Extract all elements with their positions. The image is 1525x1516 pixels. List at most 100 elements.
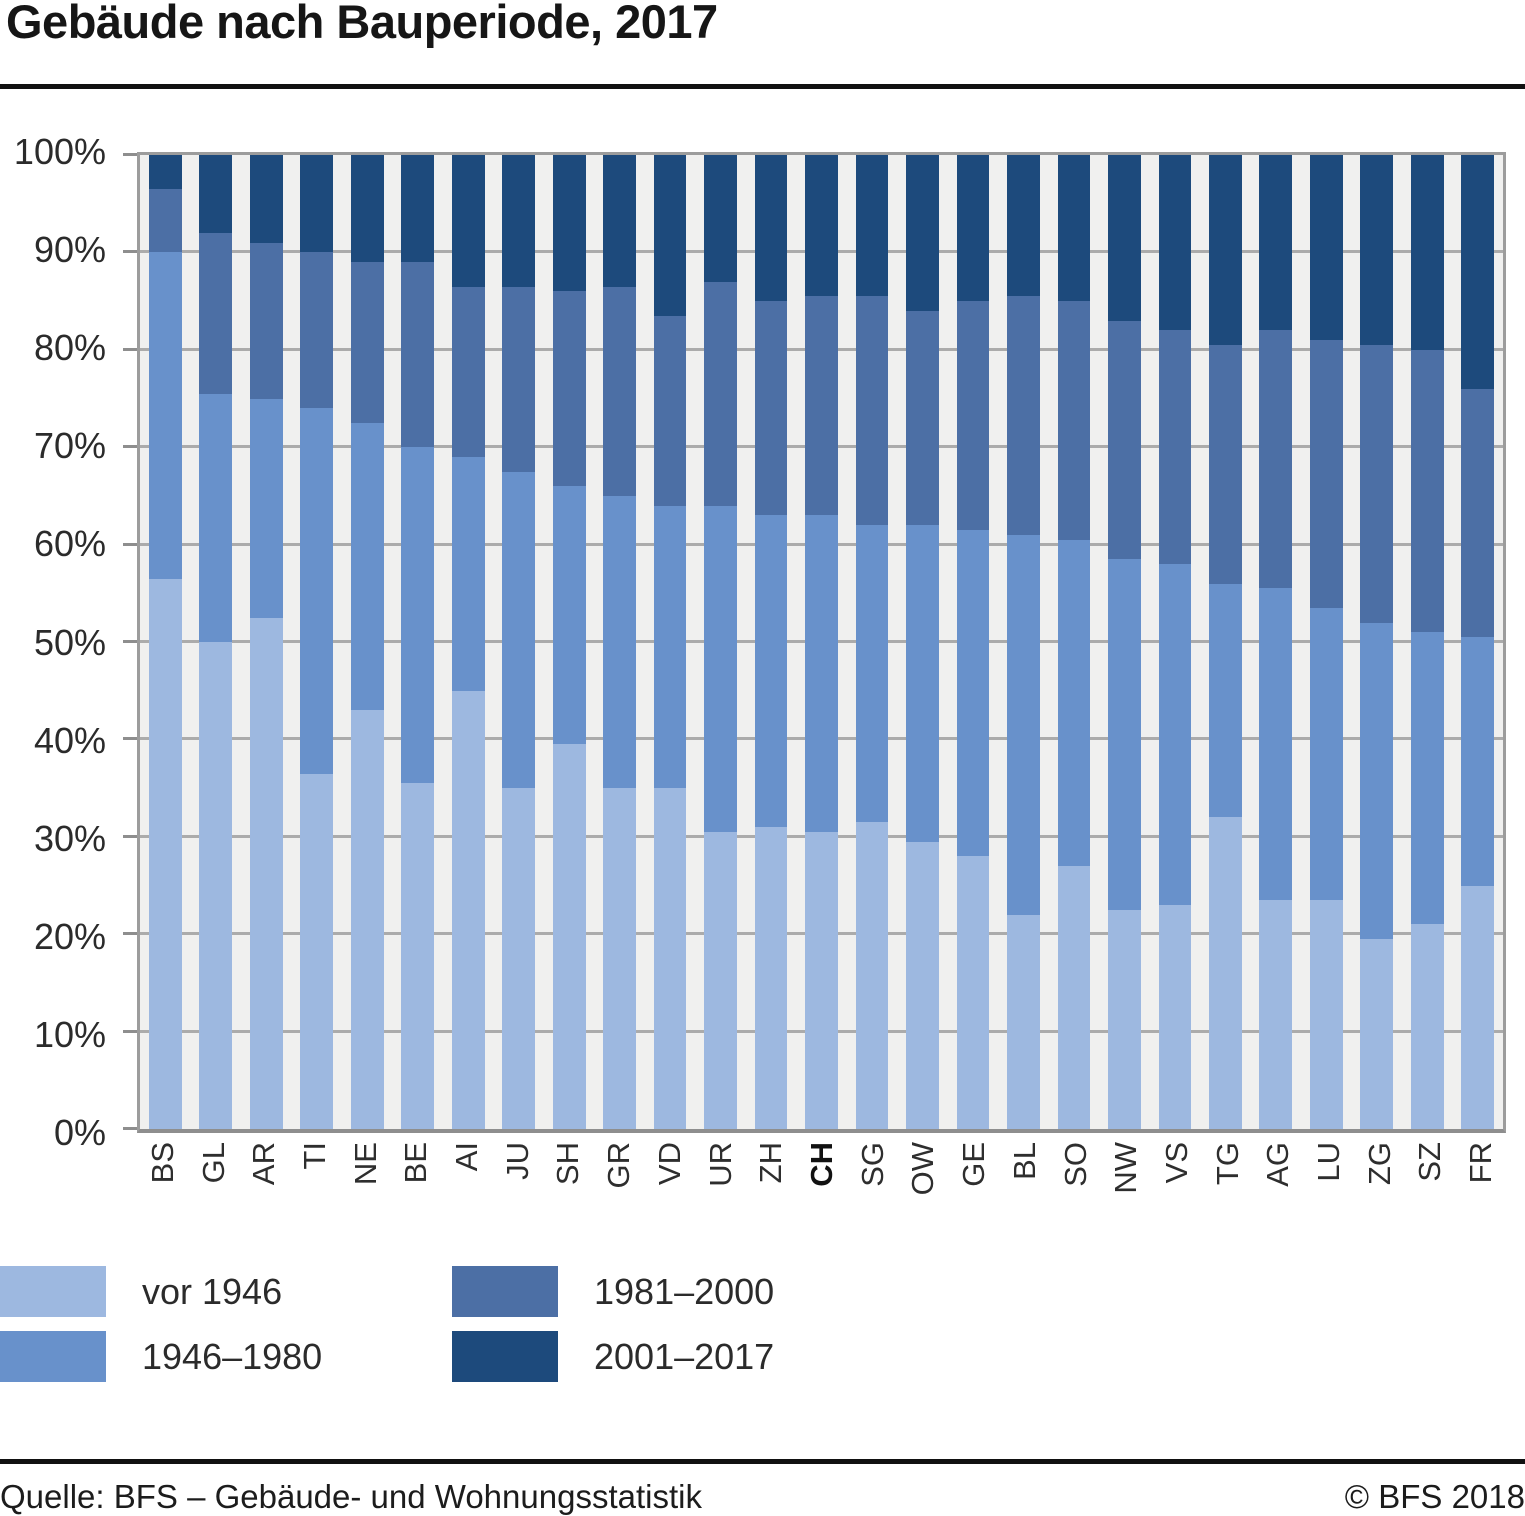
stacked-bar-BL: [1007, 155, 1040, 1129]
page-title: Gebäude nach Bauperiode, 2017: [6, 0, 718, 48]
source-text: Quelle: BFS – Gebäude- und Wohnungsstati…: [0, 1478, 702, 1515]
x-label-VS: VS: [1158, 1142, 1194, 1184]
stacked-bar-FR: [1461, 155, 1495, 1129]
bar-segment: [1158, 155, 1192, 331]
y-label-40: 40%: [33, 719, 106, 761]
bar-segment: [451, 155, 485, 287]
bar-segment: [906, 525, 939, 842]
bar-segment: [855, 822, 889, 1129]
y-label-50: 50%: [33, 621, 106, 663]
bar-segment: [1158, 330, 1192, 565]
y-label-20: 20%: [33, 915, 106, 957]
stacked-bar-TG: [1209, 155, 1242, 1129]
bar-segment: [148, 189, 182, 253]
bar-column-TG: [1200, 155, 1250, 1129]
bar-segment: [1461, 155, 1495, 389]
bar-column-BS: [140, 155, 190, 1129]
legend-label: 1981–2000: [594, 1270, 775, 1312]
bar-segment: [350, 262, 384, 423]
bar-column-AI: [443, 155, 493, 1129]
stacked-bar-LU: [1309, 155, 1343, 1129]
bar-segment: [1108, 909, 1141, 1129]
bar-segment: [552, 744, 586, 1129]
bar-segment: [1209, 817, 1242, 1129]
bar-segment: [1259, 900, 1293, 1129]
y-tick-80: [123, 347, 137, 351]
bar-segment: [148, 155, 182, 190]
x-label-UR: UR: [702, 1142, 738, 1187]
bar-segment: [502, 788, 536, 1129]
y-tick-40: [123, 737, 137, 741]
x-label-SO: SO: [1057, 1142, 1093, 1187]
stacked-bar-NW: [1108, 155, 1141, 1129]
bar-segment: [1108, 320, 1141, 560]
stacked-bar-BE: [401, 155, 435, 1129]
bar-segment: [552, 291, 586, 487]
x-label-SH: SH: [550, 1142, 586, 1186]
bar-segment: [1410, 155, 1444, 350]
bar-column-OW: [897, 155, 947, 1129]
legend-swatch: [0, 1331, 106, 1382]
stacked-bar-CH: [805, 155, 838, 1129]
y-label-60: 60%: [33, 523, 106, 565]
bar-column-ZH: [746, 155, 796, 1129]
bar-segment: [148, 578, 182, 1129]
bar-segment: [855, 525, 889, 823]
bar-segment: [350, 155, 384, 263]
legend-label: 1946–1980: [142, 1335, 323, 1377]
bar-segment: [350, 422, 384, 711]
bar-column-FR: [1453, 155, 1503, 1129]
x-axis-labels: BS GL AR TI NE BE AI JU SH GR VD UR ZH CH SG OW GE BL SO NW…: [137, 1142, 1506, 1254]
bar-segment: [855, 155, 889, 297]
bar-segment: [1259, 155, 1293, 331]
bar-segment: [1108, 559, 1141, 910]
bar-column-GR: [594, 155, 644, 1129]
y-tick-20: [123, 932, 137, 936]
bar-column-SH: [544, 155, 594, 1129]
bar-segment: [906, 310, 939, 526]
x-label-ZG: ZG: [1361, 1142, 1397, 1186]
bar-segment: [350, 710, 384, 1129]
bar-segment: [603, 495, 636, 789]
x-label-BE: BE: [398, 1142, 434, 1184]
stacked-bar-AG: [1259, 155, 1293, 1129]
bar-segment: [704, 281, 737, 506]
copyright-text: © BFS 2018: [1344, 1478, 1525, 1515]
x-label-AR: AR: [246, 1142, 282, 1186]
stacked-bar-ZH: [754, 155, 788, 1129]
bar-segment: [805, 831, 838, 1129]
bar-segment: [1108, 155, 1141, 321]
bar-segment: [805, 296, 838, 516]
stacked-bar-GE: [956, 155, 990, 1129]
bar-segment: [401, 155, 435, 263]
bar-segment: [906, 155, 939, 311]
stacked-bar-ZG: [1360, 155, 1394, 1129]
x-label-SG: SG: [854, 1142, 890, 1187]
bar-segment: [502, 286, 536, 472]
bar-segment: [300, 408, 334, 774]
bar-segment: [754, 155, 788, 302]
stacked-bar-NE: [350, 155, 384, 1129]
bar-segment: [653, 505, 687, 789]
y-tick-50: [123, 640, 137, 643]
bar-segment: [502, 471, 536, 789]
legend-item: vor 1946: [0, 1266, 282, 1317]
bar-segment: [956, 301, 990, 530]
x-label-GL: GL: [195, 1142, 231, 1184]
footer: Quelle: BFS – Gebäude- und Wohnungsstati…: [0, 1478, 1525, 1516]
bar-column-VD: [645, 155, 695, 1129]
legend-label: 2001–2017: [594, 1335, 775, 1377]
bar-column-SG: [847, 155, 897, 1129]
stacked-bar-UR: [704, 155, 737, 1129]
bar-segment: [754, 827, 788, 1129]
bar-segment: [1309, 900, 1343, 1129]
bar-segment: [249, 242, 283, 399]
bar-column-NE: [342, 155, 392, 1129]
y-label-90: 90%: [33, 229, 106, 271]
stacked-bar-SH: [552, 155, 586, 1129]
bar-segment: [1410, 632, 1444, 925]
y-tick-0: [123, 1127, 137, 1130]
y-label-100: 100%: [13, 131, 106, 172]
chart-plot-area: [123, 152, 1506, 1133]
title-divider: [0, 84, 1525, 89]
